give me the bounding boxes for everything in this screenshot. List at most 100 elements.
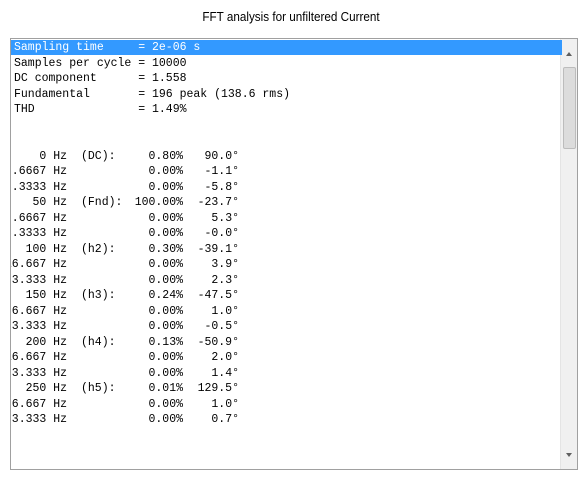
magnitude: 0.00% <box>148 320 183 333</box>
frequency: 133.333 Hz <box>11 273 67 287</box>
fft-row: 216.667 Hz 0.00% 2.0° <box>11 350 562 365</box>
scrollbar[interactable] <box>560 39 577 469</box>
magnitude: 0.00% <box>148 258 183 271</box>
fft-row: 233.333 Hz 0.00% 1.4° <box>11 366 562 381</box>
fft-row: 183.333 Hz 0.00% -0.5° <box>11 319 562 334</box>
summary-line: Fundamental = 196 peak (138.6 rms) <box>11 87 562 102</box>
magnitude: 0.00% <box>148 397 183 411</box>
fft-row: 66.6667 Hz 0.00% 5.3° <box>11 211 562 226</box>
frequency: 150 Hz <box>25 289 67 302</box>
fft-row: 33.3333 Hz 0.00% -5.8° <box>11 180 562 195</box>
scroll-down-arrow[interactable] <box>566 453 572 457</box>
phase: 129.5° <box>197 382 239 395</box>
magnitude: 0.80% <box>148 149 183 163</box>
summary-label: Sampling time <box>14 41 104 54</box>
phase: -0.5° <box>204 320 239 333</box>
summary-label: Fundamental <box>14 87 90 101</box>
summary-line: DC component = 1.558 <box>11 71 562 86</box>
fft-row: 266.667 Hz 0.00% 1.0° <box>11 397 562 412</box>
frequency: 250 Hz <box>25 382 67 395</box>
fft-row: 250 Hz (h5): 0.01% 129.5° <box>11 381 562 396</box>
frequency: 200 Hz <box>25 335 67 349</box>
summary-value: = 196 peak (138.6 rms) <box>138 87 291 101</box>
summary-label: Samples per cycle <box>14 56 132 70</box>
fft-row: 50 Hz (Fnd): 100.00% -23.7° <box>11 195 562 210</box>
harmonic: (h5): <box>81 382 116 395</box>
frequency: 83.3333 Hz <box>11 227 67 240</box>
magnitude: 0.00% <box>148 351 183 364</box>
phase: -23.7° <box>197 196 239 209</box>
magnitude: 0.00% <box>148 413 183 426</box>
summary-label: THD <box>14 103 35 116</box>
harmonic: (h4): <box>81 335 116 349</box>
fft-row: 283.333 Hz 0.00% 0.7° <box>11 412 562 427</box>
phase: 1.0° <box>211 397 239 411</box>
magnitude: 0.00% <box>148 165 183 178</box>
fft-row: 150 Hz (h3): 0.24% -47.5° <box>11 288 562 303</box>
fft-row: 116.667 Hz 0.00% 3.9° <box>11 257 562 272</box>
summary-value: = 1.49% <box>138 103 187 116</box>
fft-row: 100 Hz (h2): 0.30% -39.1° <box>11 242 562 257</box>
list-box[interactable]: Sampling time = 2e-06 s Samples per cycle =… <box>10 38 578 470</box>
phase: -39.1° <box>197 242 239 256</box>
frequency: 216.667 Hz <box>11 351 67 364</box>
scroll-thumb[interactable] <box>563 67 576 149</box>
phase: 2.3° <box>211 273 239 287</box>
summary-value: = 10000 <box>138 56 187 70</box>
frequency: 0 Hz <box>39 149 67 163</box>
fft-row: 133.333 Hz 0.00% 2.3° <box>11 273 562 288</box>
phase: -1.1° <box>204 165 239 178</box>
phase: -47.5° <box>197 289 239 302</box>
phase: 90.0° <box>204 149 239 163</box>
summary-line: THD = 1.49% <box>11 102 562 117</box>
phase: -50.9° <box>197 335 239 349</box>
summary-value: = 1.558 <box>138 72 187 85</box>
frequency: 50 Hz <box>32 196 67 209</box>
magnitude: 0.00% <box>148 304 183 318</box>
phase: -0.0° <box>204 227 239 240</box>
frequency: 166.667 Hz <box>11 304 67 318</box>
frequency: 33.3333 Hz <box>11 180 67 194</box>
fft-row: 83.3333 Hz 0.00% -0.0° <box>11 226 562 241</box>
magnitude: 0.01% <box>148 382 183 395</box>
harmonic: (h3): <box>81 289 116 302</box>
scroll-up-arrow[interactable] <box>566 52 572 56</box>
frequency: 66.6667 Hz <box>11 211 67 225</box>
magnitude: 0.00% <box>148 273 183 287</box>
phase: 3.9° <box>211 258 239 271</box>
summary-line[interactable]: Sampling time = 2e-06 s <box>11 40 562 55</box>
fft-row: 16.6667 Hz 0.00% -1.1° <box>11 164 562 179</box>
summary-value: = 2e-06 s <box>138 41 201 54</box>
magnitude: 0.13% <box>148 335 183 349</box>
summary-line: Samples per cycle = 10000 <box>11 56 562 71</box>
magnitude: 0.00% <box>148 180 183 194</box>
summary-label: DC component <box>14 72 97 85</box>
phase: 5.3° <box>211 211 239 225</box>
phase: 1.4° <box>211 366 239 380</box>
frequency: 233.333 Hz <box>11 366 67 380</box>
fft-row: 166.667 Hz 0.00% 1.0° <box>11 304 562 319</box>
magnitude: 0.00% <box>148 366 183 380</box>
phase: -5.8° <box>204 180 239 194</box>
harmonic: (Fnd): <box>81 196 123 209</box>
magnitude: 100.00% <box>134 196 183 209</box>
frequency: 183.333 Hz <box>11 320 67 333</box>
frequency: 283.333 Hz <box>11 413 67 426</box>
magnitude: 0.24% <box>148 289 183 302</box>
window-title: FFT analysis for unfiltered Current <box>202 9 380 24</box>
frequency: 16.6667 Hz <box>11 165 67 178</box>
fft-row: 0 Hz (DC): 0.80% 90.0° <box>11 149 562 164</box>
harmonic: (DC): <box>81 149 116 163</box>
magnitude: 0.30% <box>148 242 183 256</box>
phase: 0.7° <box>211 413 239 426</box>
harmonic: (h2): <box>81 242 116 256</box>
frequency: 100 Hz <box>25 242 67 256</box>
magnitude: 0.00% <box>148 227 183 240</box>
phase: 1.0° <box>211 304 239 318</box>
phase: 2.0° <box>211 351 239 364</box>
frequency: 266.667 Hz <box>11 397 67 411</box>
magnitude: 0.00% <box>148 211 183 225</box>
frequency: 116.667 Hz <box>11 258 67 271</box>
fft-row: 200 Hz (h4): 0.13% -50.9° <box>11 335 562 350</box>
